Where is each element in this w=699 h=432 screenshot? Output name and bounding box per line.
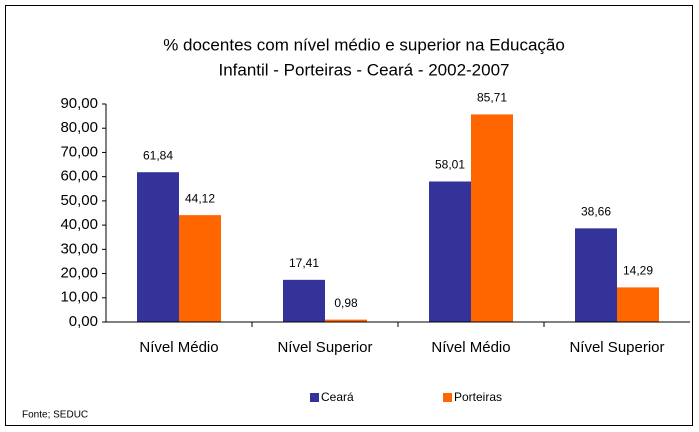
y-tick-label: 10,00 bbox=[60, 289, 98, 306]
y-tick-label: 40,00 bbox=[60, 216, 98, 233]
y-tick-label: 0,00 bbox=[69, 313, 98, 330]
chart-title: Infantil - Porteiras - Ceará - 2002-2007 bbox=[218, 60, 509, 79]
value-label: 14,29 bbox=[623, 264, 653, 278]
value-label: 61,84 bbox=[143, 148, 173, 162]
value-label: 58,01 bbox=[435, 158, 465, 172]
legend-label: Ceará bbox=[321, 390, 354, 404]
bar bbox=[283, 279, 325, 322]
bar bbox=[575, 228, 617, 322]
legend-label: Porteiras bbox=[454, 390, 502, 404]
legend-swatch bbox=[443, 393, 452, 402]
bar bbox=[617, 287, 659, 322]
x-tick-label: Nível Superior bbox=[569, 339, 664, 356]
y-tick-label: 80,00 bbox=[60, 119, 98, 136]
value-label: 85,71 bbox=[477, 91, 507, 105]
y-tick-label: 20,00 bbox=[60, 265, 98, 282]
y-tick-label: 60,00 bbox=[60, 168, 98, 185]
value-label: 0,98 bbox=[334, 296, 358, 310]
x-tick-label: Nível Médio bbox=[139, 339, 218, 356]
chart-title: % docentes com nível médio e superior na… bbox=[163, 35, 565, 54]
bar bbox=[429, 181, 471, 322]
value-label: 17,41 bbox=[289, 256, 319, 270]
y-tick-label: 30,00 bbox=[60, 240, 98, 257]
bar bbox=[179, 215, 221, 322]
y-tick-label: 70,00 bbox=[60, 143, 98, 160]
y-tick-label: 50,00 bbox=[60, 192, 98, 209]
bar bbox=[471, 114, 513, 323]
x-tick-label: Nível Superior bbox=[277, 339, 372, 356]
bar bbox=[325, 319, 367, 322]
value-label: 38,66 bbox=[581, 205, 611, 219]
x-tick-label: Nível Médio bbox=[431, 339, 510, 356]
bar bbox=[137, 172, 179, 322]
source-note: Fonte; SEDUC bbox=[22, 410, 88, 421]
y-tick-label: 90,00 bbox=[60, 95, 98, 112]
chart-border bbox=[5, 5, 693, 426]
value-label: 44,12 bbox=[185, 191, 215, 205]
legend-swatch bbox=[310, 393, 319, 402]
